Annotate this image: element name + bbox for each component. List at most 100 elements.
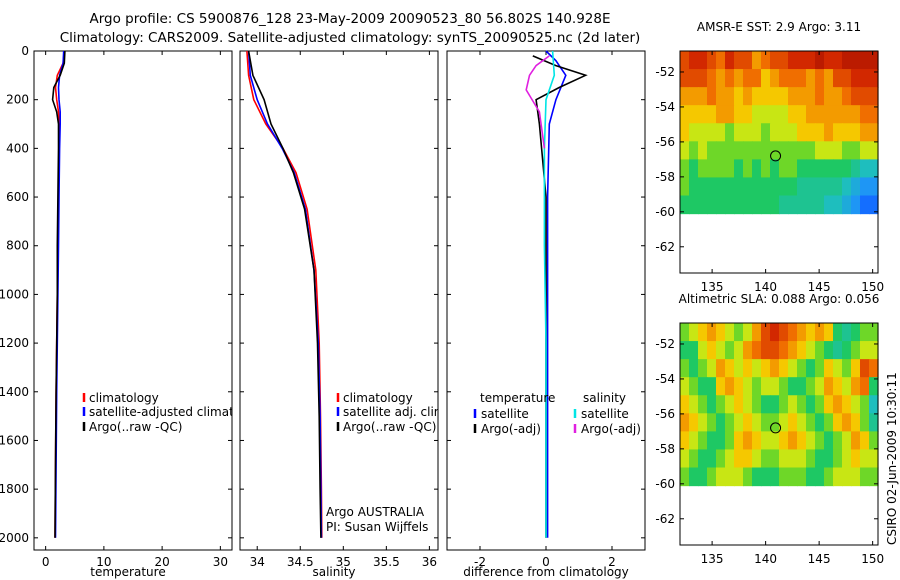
map-cell (716, 123, 726, 142)
map-cell (734, 323, 744, 342)
figure-title-line1: Argo profile: CS 5900876_128 23-May-2009… (90, 11, 611, 27)
map-cell (806, 467, 816, 487)
map-cell (761, 195, 771, 215)
map-cell (806, 105, 816, 124)
map-cell (761, 105, 771, 124)
map-cell (734, 87, 744, 106)
map-cell (752, 395, 762, 414)
map-title: Altimetric SLA: 0.088 Argo: 0.056 (679, 292, 880, 306)
map-cell (698, 359, 708, 378)
map-cell (743, 195, 753, 215)
map-cell (851, 159, 861, 179)
x-tick-label: 135 (701, 552, 724, 566)
map-cell (851, 195, 861, 215)
map-cell (680, 195, 690, 215)
map-cell (725, 377, 735, 396)
map-cell (725, 195, 735, 215)
x-tick-label: 150 (861, 280, 884, 294)
map-cell (680, 341, 690, 360)
map-cell (779, 323, 789, 342)
x-axis-label: difference from climatology (463, 565, 629, 579)
map-cell (779, 141, 789, 160)
map-cell (761, 395, 771, 414)
map-cell (869, 395, 879, 414)
map-cell (806, 395, 816, 414)
map-cell (797, 177, 807, 197)
map-cell (761, 323, 771, 342)
map-cell (815, 123, 825, 142)
map-cell (707, 159, 717, 179)
map-cell (743, 323, 753, 342)
y-tick-label: 400 (6, 141, 29, 155)
map-cell (707, 105, 717, 124)
map-cell (680, 141, 690, 160)
map-cell (851, 69, 861, 88)
map-cell (752, 177, 762, 197)
map-cell (851, 413, 861, 432)
x-tick-label: 140 (754, 552, 777, 566)
map-cell (689, 341, 699, 360)
map-cell (788, 395, 798, 414)
map-cell (788, 69, 798, 88)
map-cell (869, 323, 879, 342)
map-cell (698, 159, 708, 179)
map-cell (833, 431, 843, 451)
map-cell (761, 377, 771, 396)
map-cell (707, 359, 717, 378)
legend-label: satellite-adjusted climatology (89, 405, 267, 419)
series-line (247, 50, 322, 538)
map-cell (689, 467, 699, 487)
y-tick-label: -60 (655, 477, 675, 491)
map-cell (716, 195, 726, 215)
map-cell (806, 341, 816, 360)
map-cell (869, 51, 879, 70)
x-tick-label: 30 (213, 555, 228, 569)
y-tick-label: 1800 (0, 482, 29, 496)
map-cell (860, 395, 870, 414)
map-cell (851, 395, 861, 414)
map-cell (815, 87, 825, 106)
map-cell (707, 467, 717, 487)
map-cell (752, 377, 762, 396)
map-cell (734, 69, 744, 88)
map-cell (752, 431, 762, 451)
map-cell (725, 341, 735, 360)
map-cell (842, 141, 852, 160)
map-cell (797, 105, 807, 124)
argo-position-marker (770, 150, 782, 162)
map-cell (770, 195, 780, 215)
map-cell (788, 105, 798, 124)
map-cell (761, 87, 771, 106)
map-cell (806, 69, 816, 88)
map-cell (779, 51, 789, 70)
map-cell (869, 359, 879, 378)
map-cell (824, 105, 834, 124)
map-cell (689, 141, 699, 160)
map-cell (869, 413, 879, 432)
map-cell (824, 341, 834, 360)
map-cell (797, 449, 807, 469)
annotation-line: Argo AUSTRALIA (326, 505, 425, 519)
map-cell (698, 341, 708, 360)
y-tick-label: -62 (655, 240, 675, 254)
map-cell (788, 467, 798, 487)
map-cell (806, 195, 816, 215)
map-cell (698, 69, 708, 88)
map-cell (833, 105, 843, 124)
x-tick-label: 150 (861, 552, 884, 566)
map-cell (707, 377, 717, 396)
map-cell (743, 341, 753, 360)
map-cell (725, 359, 735, 378)
map-cell (869, 341, 879, 360)
map-cell (779, 359, 789, 378)
map-cell (743, 395, 753, 414)
x-tick-label: -2 (474, 555, 486, 569)
map-cell (779, 105, 789, 124)
map-cell (815, 449, 825, 469)
map-cell (734, 395, 744, 414)
y-tick-label: -56 (655, 407, 675, 421)
map-cell (842, 395, 852, 414)
legend-label: satellite (481, 407, 529, 421)
map-cell (824, 449, 834, 469)
